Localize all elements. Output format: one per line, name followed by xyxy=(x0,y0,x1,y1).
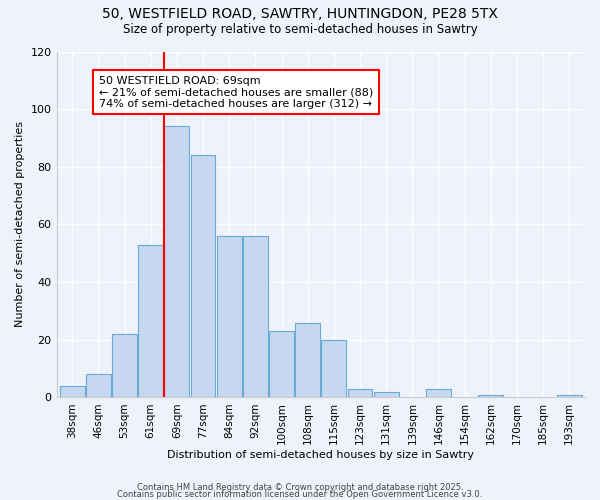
Bar xyxy=(191,156,215,398)
Bar xyxy=(557,394,582,398)
Bar xyxy=(112,334,137,398)
Bar xyxy=(164,126,190,398)
Bar xyxy=(269,331,294,398)
Bar xyxy=(426,389,451,398)
Bar xyxy=(374,392,398,398)
Text: 50, WESTFIELD ROAD, SAWTRY, HUNTINGDON, PE28 5TX: 50, WESTFIELD ROAD, SAWTRY, HUNTINGDON, … xyxy=(102,8,498,22)
Text: Contains HM Land Registry data © Crown copyright and database right 2025.: Contains HM Land Registry data © Crown c… xyxy=(137,484,463,492)
X-axis label: Distribution of semi-detached houses by size in Sawtry: Distribution of semi-detached houses by … xyxy=(167,450,474,460)
Bar xyxy=(60,386,85,398)
Bar xyxy=(347,389,373,398)
Text: Size of property relative to semi-detached houses in Sawtry: Size of property relative to semi-detach… xyxy=(122,22,478,36)
Bar xyxy=(86,374,111,398)
Text: 50 WESTFIELD ROAD: 69sqm
← 21% of semi-detached houses are smaller (88)
74% of s: 50 WESTFIELD ROAD: 69sqm ← 21% of semi-d… xyxy=(99,76,373,109)
Bar xyxy=(322,340,346,398)
Bar xyxy=(243,236,268,398)
Bar xyxy=(217,236,242,398)
Bar xyxy=(138,244,163,398)
Bar xyxy=(478,394,503,398)
Text: Contains public sector information licensed under the Open Government Licence v3: Contains public sector information licen… xyxy=(118,490,482,499)
Y-axis label: Number of semi-detached properties: Number of semi-detached properties xyxy=(15,122,25,328)
Bar xyxy=(295,322,320,398)
